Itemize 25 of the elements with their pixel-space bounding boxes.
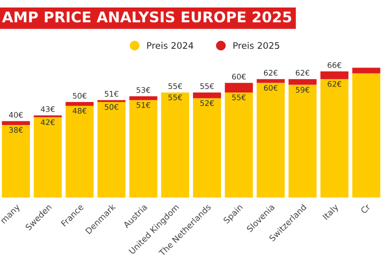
bar [2, 121, 30, 125]
bar [129, 100, 158, 198]
bar [193, 98, 222, 198]
bar [320, 79, 348, 198]
bar [224, 92, 253, 198]
legend-label: Preis 2025 [233, 42, 280, 49]
chart-title: AMP PRICE ANALYSIS EUROPE 2025 [2, 11, 292, 22]
bar [352, 73, 380, 198]
bar [288, 84, 317, 198]
bar [320, 71, 348, 80]
bar [66, 102, 94, 106]
bar [352, 68, 380, 74]
legend-label: Preis 2024 [147, 42, 194, 49]
bar [66, 106, 94, 198]
bar [161, 92, 190, 198]
bar [256, 79, 285, 83]
bar [193, 92, 222, 98]
bar [97, 102, 126, 198]
bar [224, 82, 253, 92]
bar [256, 82, 285, 198]
bar [2, 124, 30, 198]
bar [129, 96, 158, 100]
x-tick-label: Cr [360, 203, 371, 214]
bar [288, 79, 317, 85]
bar [34, 117, 62, 198]
